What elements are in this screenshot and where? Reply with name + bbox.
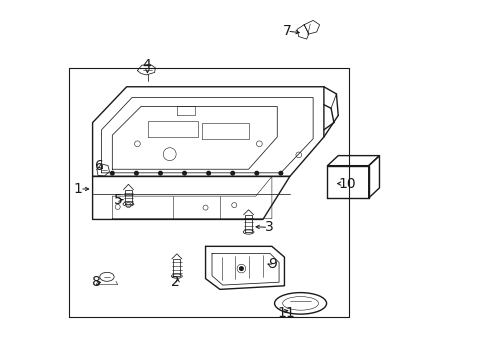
- Text: 9: 9: [269, 257, 277, 271]
- Text: 2: 2: [172, 275, 180, 289]
- Circle shape: [159, 171, 162, 175]
- Text: 11: 11: [277, 306, 295, 320]
- Circle shape: [183, 171, 186, 175]
- Text: 7: 7: [283, 24, 292, 38]
- Text: 6: 6: [95, 159, 104, 173]
- Circle shape: [255, 171, 259, 175]
- Circle shape: [207, 171, 210, 175]
- Circle shape: [135, 171, 138, 175]
- Circle shape: [111, 171, 114, 175]
- Text: 3: 3: [265, 220, 273, 234]
- Circle shape: [231, 171, 235, 175]
- Text: 4: 4: [143, 58, 151, 72]
- Circle shape: [279, 171, 283, 175]
- Text: 5: 5: [114, 193, 123, 207]
- Text: 8: 8: [92, 275, 100, 289]
- Text: 10: 10: [338, 177, 356, 190]
- Circle shape: [240, 267, 243, 270]
- Text: 1: 1: [74, 182, 82, 196]
